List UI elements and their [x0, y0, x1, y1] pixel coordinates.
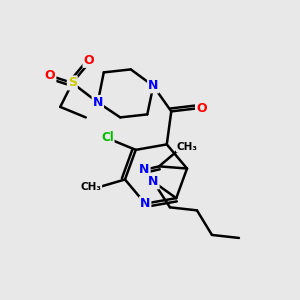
Text: N: N	[148, 80, 158, 92]
Text: Cl: Cl	[101, 131, 114, 144]
Text: N: N	[140, 197, 150, 210]
Text: N: N	[93, 96, 103, 109]
Text: O: O	[196, 102, 207, 115]
Text: N: N	[148, 175, 159, 188]
Text: S: S	[68, 76, 77, 89]
Text: O: O	[83, 54, 94, 67]
Text: N: N	[139, 163, 150, 176]
Text: CH₃: CH₃	[176, 142, 197, 152]
Text: O: O	[45, 69, 56, 82]
Text: CH₃: CH₃	[81, 182, 102, 192]
